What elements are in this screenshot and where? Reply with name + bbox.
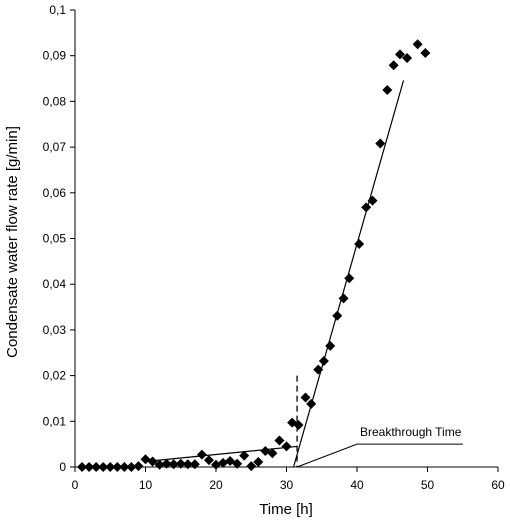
data-point: [395, 49, 406, 60]
data-point: [281, 441, 292, 452]
x-tick-label: 20: [209, 478, 223, 492]
x-tick-label: 40: [350, 478, 364, 492]
annotation-leader-line: [296, 443, 463, 468]
x-tick-label: 30: [280, 478, 294, 492]
y-tick-label: 0,01: [43, 414, 67, 428]
data-point: [338, 293, 349, 304]
annotation: Breakthrough Time: [296, 425, 463, 468]
data-point: [306, 398, 317, 409]
data-point: [402, 52, 413, 63]
x-axis-title: Time [h]: [259, 501, 313, 518]
data-point: [318, 355, 329, 366]
plot-area: Breakthrough Time: [77, 39, 463, 472]
data-point: [388, 60, 399, 71]
y-tick-label: 0,06: [43, 186, 67, 200]
y-tick-label: 0,05: [43, 232, 67, 246]
data-point: [175, 458, 186, 469]
data-point: [218, 457, 229, 468]
data-point: [203, 455, 214, 466]
data-point: [161, 458, 172, 469]
data-point: [382, 84, 393, 95]
data-point: [232, 458, 243, 469]
data-point: [189, 459, 200, 470]
data-point: [133, 461, 144, 472]
data-points: [77, 39, 431, 472]
data-point: [313, 364, 324, 375]
x-tick-label: 50: [421, 478, 435, 492]
data-point: [354, 238, 365, 249]
trend-line: [292, 80, 405, 468]
data-point: [375, 138, 386, 149]
y-tick-label: 0,07: [43, 140, 67, 154]
y-tick-label: 0,1: [49, 3, 66, 17]
y-tick-label: 0,02: [43, 369, 67, 383]
x-tick-label: 60: [491, 478, 505, 492]
data-point: [147, 456, 158, 467]
data-point: [332, 310, 343, 321]
trend-lines: [145, 80, 405, 468]
y-tick-label: 0: [59, 460, 66, 474]
data-point: [420, 47, 431, 58]
y-axis-title: Condensate water flow rate [g/min]: [4, 126, 21, 358]
data-point: [246, 461, 257, 472]
annotation-label: Breakthrough Time: [360, 425, 462, 439]
data-point: [253, 456, 264, 467]
y-tick-label: 0,03: [43, 323, 67, 337]
y-tick-label: 0,09: [43, 49, 67, 63]
axes: 0 10 20 30 40 50 60 00,010,020,030,040,050,060…: [4, 3, 505, 518]
data-point: [267, 448, 278, 459]
y-tick-label: 0,04: [43, 277, 67, 291]
data-point: [367, 195, 378, 206]
data-point: [412, 39, 423, 50]
data-point: [293, 419, 304, 430]
x-ticks: 0 10 20 30 40 50 60: [72, 467, 505, 492]
x-tick-label: 0: [72, 478, 79, 492]
y-ticks: 0 0,01 0,02 0,03 0,04 0,05 0,06 0,07 0,08 0,09 0,1: [43, 3, 75, 474]
data-point: [274, 435, 285, 446]
data-point: [300, 392, 311, 403]
y-tick-label: 0,08: [43, 94, 67, 108]
data-point: [196, 449, 207, 460]
data-point: [325, 340, 336, 351]
data-point: [344, 273, 355, 284]
data-point: [361, 202, 372, 213]
x-tick-label: 10: [139, 478, 153, 492]
data-point: [239, 450, 250, 461]
